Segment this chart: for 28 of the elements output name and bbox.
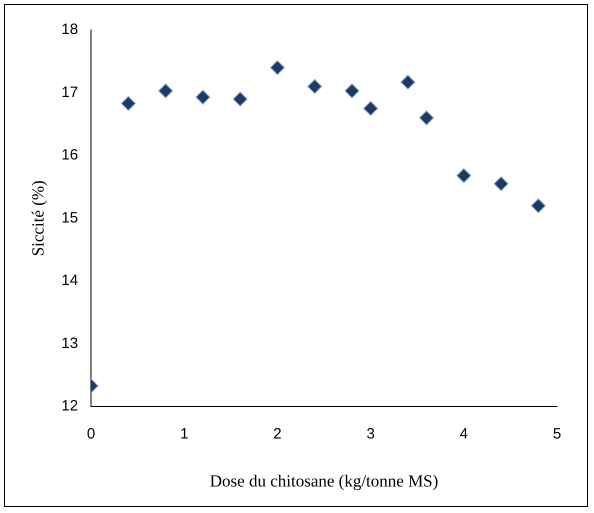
y-axis-title: Siccité (%) (28, 180, 48, 256)
y-tick-label: 17 (61, 84, 78, 101)
point (363, 100, 378, 116)
point (456, 168, 472, 184)
point (232, 92, 248, 107)
point (158, 83, 174, 98)
y-tick-label: 14 (61, 272, 78, 290)
point (419, 110, 434, 126)
point (400, 74, 416, 90)
x-tick-label: 3 (366, 426, 375, 443)
point (195, 90, 210, 105)
point (270, 60, 285, 76)
x-tick-label: 4 (460, 426, 468, 443)
x-tick-label: 2 (273, 426, 282, 443)
point (307, 78, 322, 94)
y-tick-label: 12 (61, 398, 78, 415)
y-tick-label: 15 (61, 209, 78, 226)
point (344, 83, 360, 98)
point (530, 198, 546, 214)
x-tick-label: 5 (552, 426, 562, 443)
y-tick-label: 13 (61, 334, 78, 352)
x-tick-label: 1 (180, 426, 188, 443)
x-axis-title: Dose du chitosane (kg/tonne MS) (210, 471, 438, 490)
x-tick-label: 0 (86, 426, 96, 443)
y-tick-label: 16 (61, 146, 78, 164)
point (120, 96, 136, 111)
point (494, 176, 509, 192)
y-tick-label: 18 (61, 21, 78, 38)
